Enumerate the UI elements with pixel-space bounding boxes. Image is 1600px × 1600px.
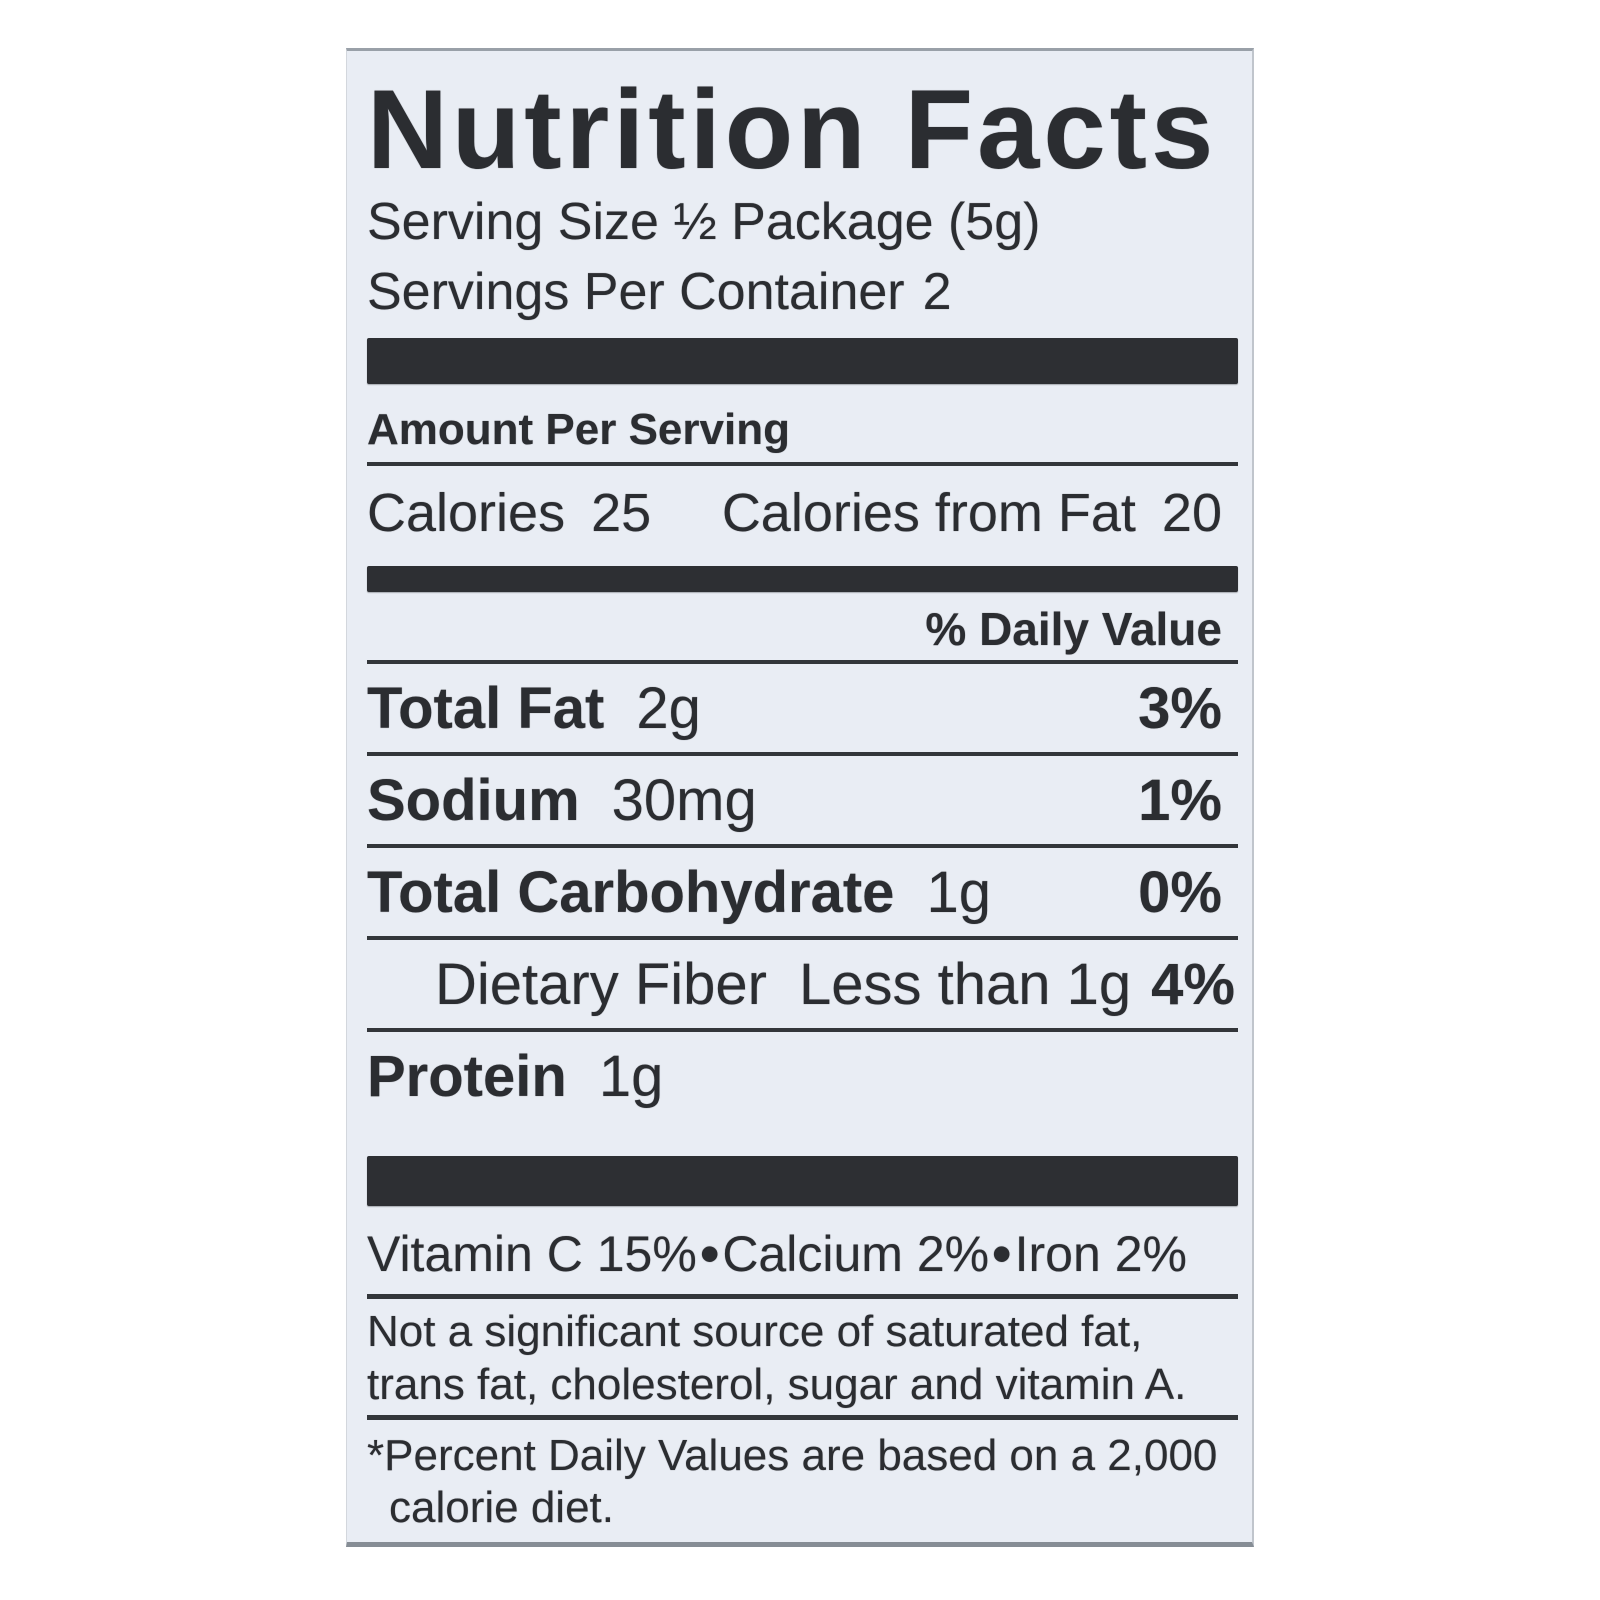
separator-above-footnote <box>367 1415 1238 1420</box>
row-separator <box>367 936 1238 940</box>
iron-name: Iron <box>1014 1226 1101 1282</box>
separator-under-vitamins <box>367 1294 1238 1299</box>
nutrient-daily-value: 4% <box>1151 952 1235 1017</box>
nutrient-daily-value: 0% <box>1138 860 1222 925</box>
row-separator <box>367 752 1238 756</box>
nutrient-daily-value: 3% <box>1138 676 1222 741</box>
calcium-value: 2% <box>916 1226 990 1282</box>
footnote-asterisk: * <box>367 1431 385 1480</box>
iron-value: 2% <box>1114 1226 1187 1282</box>
serving-size-line: Serving Size ½ Package (5g) <box>367 193 1041 251</box>
calories-from-fat-label: Calories from Fat <box>721 483 1136 543</box>
bullet-separator: • <box>991 1221 1012 1287</box>
nutrient-amount: 1g <box>598 1044 664 1109</box>
divider-bar-bottom <box>367 1156 1238 1206</box>
nutrient-amount: Less than 1g <box>798 952 1132 1017</box>
nutrient-name: Sodium <box>367 768 580 833</box>
vitamins-row: Vitamin C 15%•Calcium 2%•Iron 2% <box>367 1222 1222 1286</box>
amount-per-serving-header: Amount Per Serving <box>367 405 790 454</box>
nutrient-row-total-carbohydrate: Total Carbohydrate 1g 0% <box>367 848 1222 936</box>
divider-bar-top <box>367 338 1238 384</box>
vitamin-c-name: Vitamin C <box>367 1226 583 1282</box>
calories-value: 25 <box>591 483 652 543</box>
calories-from-fat-cell: Calories from Fat 20 <box>722 482 1222 544</box>
nutrient-name-cell: Dietary Fiber Less than 1g <box>435 953 1131 1017</box>
nutrient-row-protein: Protein 1g <box>367 1032 1222 1120</box>
servings-per-container-label: Servings Per Container <box>367 263 905 321</box>
nutrient-name-cell: Total Carbohydrate 1g <box>367 861 991 925</box>
nutrient-amount: 30mg <box>611 768 757 833</box>
nutrient-row-sodium: Sodium 30mg 1% <box>367 756 1222 844</box>
row-separator <box>367 1028 1238 1032</box>
daily-value-header: % Daily Value <box>925 603 1222 655</box>
nutrient-row-total-fat: Total Fat 2g 3% <box>367 664 1222 752</box>
bullet-separator: • <box>699 1221 720 1287</box>
calories-row: Calories 25 Calories from Fat 20 <box>367 482 1222 544</box>
row-separator <box>367 844 1238 848</box>
nutrition-facts-label: Nutrition Facts Serving Size ½ Package (… <box>346 48 1254 1547</box>
servings-per-container-value: 2 <box>922 263 952 321</box>
nutrient-amount: 1g <box>926 860 991 925</box>
nutrient-name: Total Fat <box>367 676 605 741</box>
label-title: Nutrition Facts <box>367 67 1218 192</box>
nutrient-daily-value: 1% <box>1138 768 1222 833</box>
not-significant-note: Not a significant source of saturated fa… <box>367 1307 1187 1409</box>
calories-from-fat-value: 20 <box>1161 483 1222 543</box>
nutrient-name-cell: Protein 1g <box>367 1045 663 1109</box>
separator-under-amount <box>367 462 1238 466</box>
nutrient-row-dietary-fiber: Dietary Fiber Less than 1g 4% <box>367 940 1235 1028</box>
separator-under-dv-header <box>367 660 1238 664</box>
nutrient-name-cell: Total Fat 2g <box>367 677 701 741</box>
calories-label: Calories <box>367 483 566 543</box>
nutrient-name: Dietary Fiber <box>435 952 767 1017</box>
nutrient-name: Total Carbohydrate <box>367 860 895 925</box>
servings-per-container-line: Servings Per Container 2 <box>367 257 1222 327</box>
nutrient-amount: 2g <box>636 676 701 741</box>
divider-bar-calories <box>367 566 1238 592</box>
nutrient-name-cell: Sodium 30mg <box>367 769 757 833</box>
calcium-name: Calcium <box>722 1226 903 1282</box>
footnote-text: Percent Daily Values are based on a 2,00… <box>384 1431 1218 1532</box>
daily-values-footnote: *Percent Daily Values are based on a 2,0… <box>367 1430 1222 1534</box>
calories-cell: Calories 25 <box>367 482 651 544</box>
nutrient-name: Protein <box>367 1044 567 1109</box>
vitamin-c-value: 15% <box>596 1226 697 1282</box>
